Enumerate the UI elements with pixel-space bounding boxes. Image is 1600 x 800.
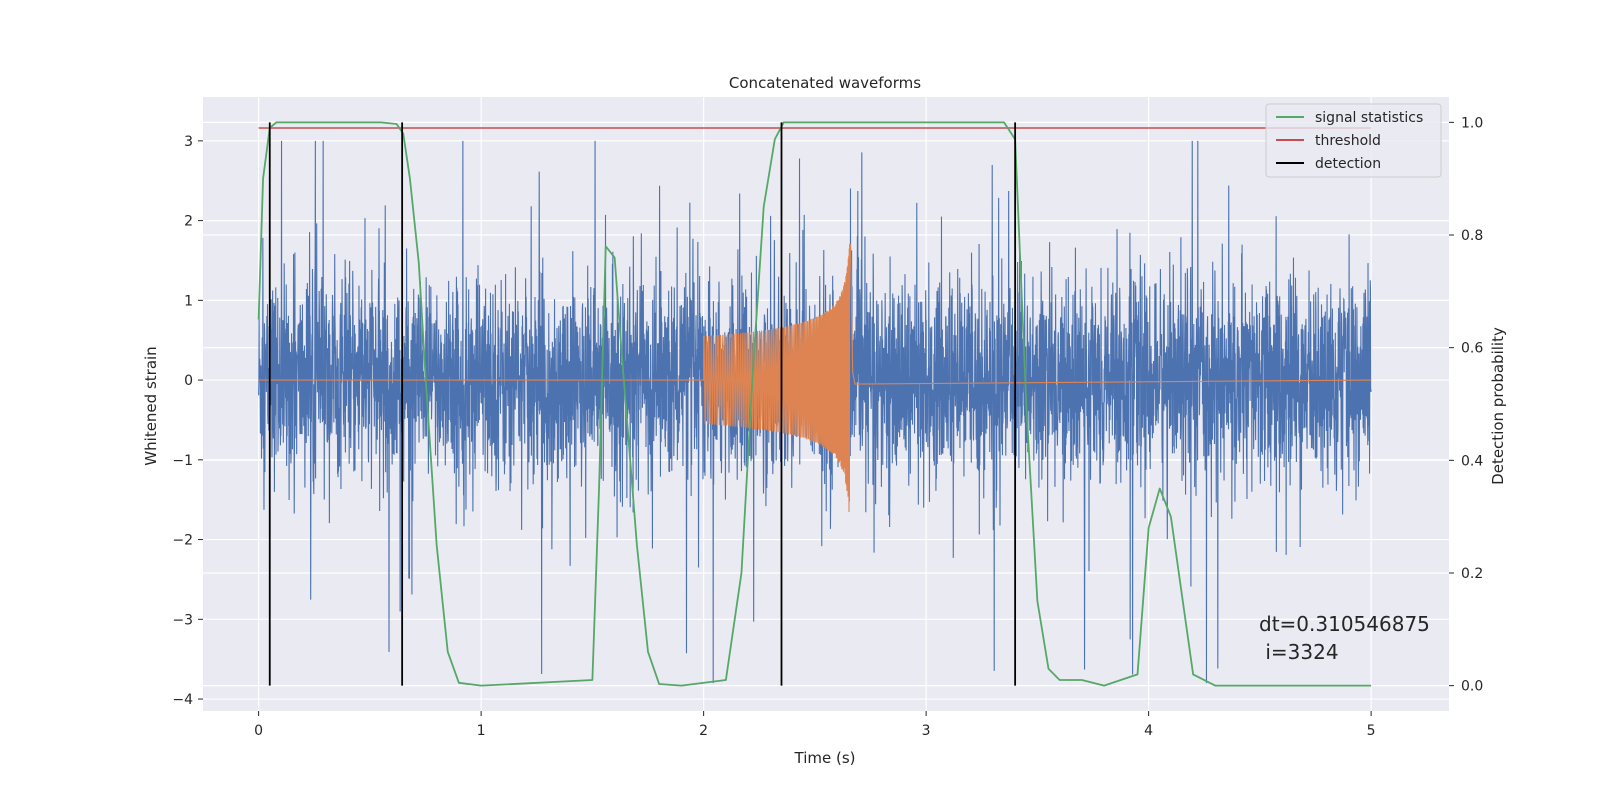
injected-waveform-line — [258, 244, 1372, 513]
legend-label-threshold: threshold — [1315, 133, 1381, 149]
x-tick-label: 0 — [254, 723, 263, 739]
chart-title: Concatenated waveforms — [729, 74, 921, 92]
x-tick-label: 5 — [1367, 723, 1376, 739]
whitened-strain-line — [258, 140, 1372, 684]
y-tick-label: 3 — [184, 134, 193, 150]
y-right-tick-label: 1.0 — [1461, 115, 1483, 131]
y-tick-label: 1 — [184, 293, 193, 309]
data-series — [257, 121, 1372, 687]
y-right-tick-label: 0.8 — [1461, 228, 1483, 244]
y-right-tick-label: 0.0 — [1461, 679, 1483, 695]
y-right-tick-label: 0.2 — [1461, 566, 1483, 582]
legend-box — [1265, 103, 1442, 178]
x-tick-label: 4 — [1144, 723, 1153, 739]
axes: 0 1 2 3 4 5 −4 −3 −2 −1 0 1 2 3 0.0 0.2 0.4 0.6 0.8 1.0 — [172, 115, 1483, 739]
x-tick-label: 2 — [699, 723, 708, 739]
signal-statistics-line — [257, 121, 1372, 687]
y-tick-label: 2 — [184, 214, 193, 230]
y-axis-label: Whitened strain — [142, 346, 160, 465]
y-right-tick-label: 0.4 — [1461, 453, 1483, 469]
x-axis-label: Time (s) — [794, 749, 856, 767]
x-tick-label: 1 — [477, 723, 486, 739]
y-axis-right-label: Detection probability — [1489, 327, 1507, 485]
y-tick-label: −3 — [172, 612, 193, 628]
y-tick-label: −4 — [172, 692, 193, 708]
y-right-tick-label: 0.6 — [1461, 341, 1483, 357]
legend: signal statistics threshold detection — [1265, 103, 1442, 178]
y-tick-label: −1 — [172, 453, 193, 469]
y-tick-label: −2 — [172, 533, 193, 549]
y-tick-label: 0 — [184, 373, 193, 389]
legend-label-signal-statistics: signal statistics — [1315, 110, 1423, 126]
legend-label-detection: detection — [1315, 156, 1381, 172]
annotation-i: i=3324 — [1259, 640, 1339, 664]
x-tick-label: 3 — [922, 723, 931, 739]
annotation-dt: dt=0.310546875 — [1259, 612, 1430, 636]
